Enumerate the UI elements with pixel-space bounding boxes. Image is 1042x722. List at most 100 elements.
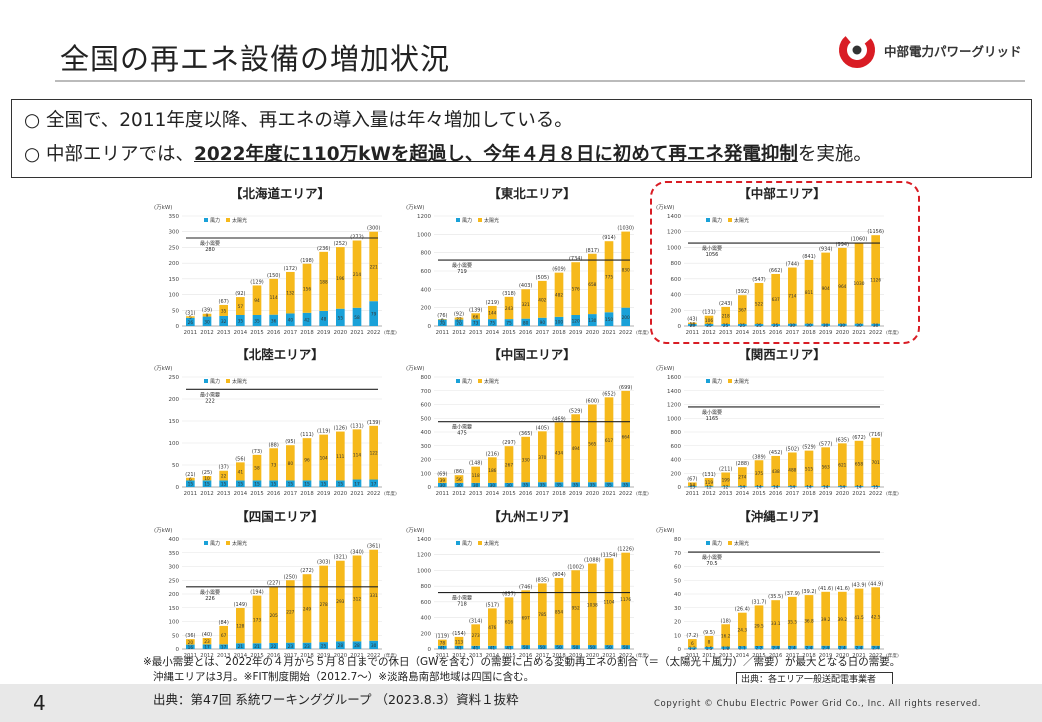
y-tick-label: 50 xyxy=(674,578,681,584)
bar-wind xyxy=(252,480,262,487)
data-label-solar: 66 xyxy=(473,314,479,320)
y-tick-label: 400 xyxy=(169,537,180,543)
x-tick-label: 2021 xyxy=(350,653,363,659)
x-unit-label: (年度) xyxy=(886,490,899,497)
bar-wind xyxy=(588,645,597,649)
bar-solar xyxy=(871,437,880,486)
legend-label-solar: 太陽光 xyxy=(232,378,247,385)
area-chart-5: 【関西エリア】 (万kW) 0 200 400 600 800 1000 1200 1400 160… xyxy=(652,343,912,501)
x-tick-label: 2021 xyxy=(350,491,363,497)
data-label-solar: 188 xyxy=(320,279,328,285)
bar-solar xyxy=(854,440,864,487)
bar-wind xyxy=(504,482,514,487)
data-label-wind: 15 xyxy=(188,482,194,488)
data-label-wind: 15 xyxy=(288,482,294,488)
data-label-total: (841) xyxy=(802,254,815,260)
page-title: 全国の再エネ設備の増加状況 xyxy=(60,42,451,76)
data-label-wind: 2.2 xyxy=(756,645,763,651)
bar-solar xyxy=(202,313,212,317)
data-label-wind: 14 xyxy=(790,485,796,491)
data-label-wind: 28 xyxy=(354,643,360,649)
title-underline xyxy=(55,80,1025,82)
data-label-solar: 714 xyxy=(788,294,796,300)
bar-solar xyxy=(504,597,514,646)
y-tick-label: 0 xyxy=(176,324,180,330)
data-label-solar: 563 xyxy=(822,465,830,471)
data-label-total: (154) xyxy=(452,631,465,637)
y-tick-label: 400 xyxy=(421,616,432,622)
x-tick-label: 2013 xyxy=(217,330,230,336)
x-tick-label: 2016 xyxy=(519,330,533,336)
data-label-total: (635) xyxy=(836,437,849,443)
chart-svg: 【四国エリア】 (万kW) 0 50 100 150 200 250 300 350 400 風力 太陽… xyxy=(154,509,397,659)
y-unit-label: (万kW) xyxy=(154,527,172,534)
y-tick-label: 300 xyxy=(169,230,180,236)
x-tick-label: 2022 xyxy=(619,653,632,659)
bar-wind xyxy=(804,645,814,649)
y-tick-label: 100 xyxy=(169,620,180,626)
bar-wind xyxy=(236,315,245,326)
data-label-wind: 2.4 xyxy=(806,645,813,651)
data-label-wind: 2.4 xyxy=(872,645,879,651)
bar-wind xyxy=(186,317,195,326)
bar-solar xyxy=(688,322,697,325)
data-label-total: (657) xyxy=(502,591,515,597)
data-label-solar: 218 xyxy=(722,313,730,319)
legend: 風力 太陽光 xyxy=(456,540,499,547)
data-label-wind: 17 xyxy=(221,645,227,651)
data-label-solar: 367 xyxy=(738,308,746,314)
bar-wind xyxy=(269,480,278,487)
bar-solar xyxy=(521,590,530,646)
data-label-total: (835) xyxy=(536,577,549,583)
legend-label-solar: 太陽光 xyxy=(232,217,247,224)
data-label-solar: 565 xyxy=(588,441,596,447)
y-tick-label: 1000 xyxy=(667,416,681,422)
bar-solar xyxy=(352,429,362,480)
area-chart-7: 【九州エリア】 (万kW) 0 200 400 600 800 1000 1200 1400 風力 太… xyxy=(402,505,662,663)
x-tick-label: 2021 xyxy=(852,653,865,659)
bar-solar xyxy=(369,549,378,641)
legend-swatch-solar xyxy=(226,541,230,545)
y-tick-label: 50 xyxy=(172,308,179,314)
x-tick-label: 2011 xyxy=(184,491,197,497)
y-tick-label: 0 xyxy=(428,647,432,653)
data-label-solar: 173 xyxy=(253,617,261,623)
bar-wind xyxy=(771,645,780,649)
footnote: ※最小需要とは、2022年の４月から５月８日までの休日（GWを含む）の需要に占め… xyxy=(143,655,900,685)
data-label-solar: 697 xyxy=(522,616,530,622)
legend-swatch-solar xyxy=(478,379,482,383)
bar-wind xyxy=(286,642,295,649)
data-label-solar: 658 xyxy=(588,282,596,288)
bar-wind xyxy=(571,482,580,487)
chart-svg: 【北海道エリア】 (万kW) 0 50 100 150 200 250 300 350 風力 太陽光 2… xyxy=(154,186,397,336)
y-tick-label: 50 xyxy=(172,463,179,469)
data-label-wind: 79 xyxy=(371,312,377,318)
y-tick-label: 800 xyxy=(421,375,432,381)
y-tick-label: 20 xyxy=(674,620,681,626)
bar-solar xyxy=(754,605,764,646)
data-label-wind: 80 xyxy=(523,320,529,326)
bar-wind xyxy=(754,486,764,487)
bar-wind xyxy=(838,323,847,326)
bar-wind xyxy=(438,482,447,487)
data-label-solar: 1104 xyxy=(604,600,615,606)
data-label-wind: 73 xyxy=(473,321,479,327)
data-label-total: (389) xyxy=(752,454,765,460)
data-label-wind: 30 xyxy=(473,483,479,489)
y-tick-label: 1200 xyxy=(667,230,681,236)
bar-wind xyxy=(604,312,614,326)
bar-solar xyxy=(186,477,195,481)
data-label-solar: 23 xyxy=(204,639,210,645)
data-label-total: (84) xyxy=(219,620,229,626)
bar-solar xyxy=(269,448,278,481)
bar-solar xyxy=(488,608,497,646)
y-tick-label: 200 xyxy=(671,308,682,314)
summary-line-2: ○ 中部エリアでは、2022年度に110万kWを超過し、今年４月８日に初めて再エ… xyxy=(24,138,1019,172)
x-tick-label: 2014 xyxy=(486,653,500,659)
data-label-solar: 22 xyxy=(456,317,462,323)
data-label-total: (56) xyxy=(235,456,245,462)
data-label-solar: 701 xyxy=(872,460,880,466)
y-unit-label: (万kW) xyxy=(656,204,674,211)
bar-solar xyxy=(438,639,447,646)
data-label-solar: 267 xyxy=(505,463,513,469)
